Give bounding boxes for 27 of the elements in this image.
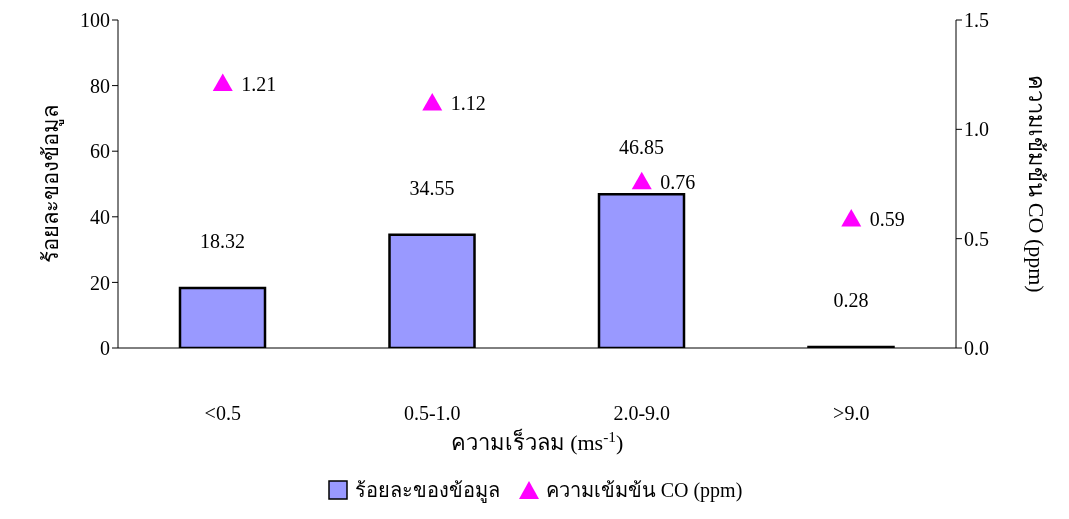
legend-label: ความเข้มข้น CO (ppm) <box>545 478 743 504</box>
data-label: 0.76 <box>660 170 696 193</box>
data-label: 46.85 <box>619 136 664 159</box>
data-label: 0.59 <box>869 208 905 231</box>
y-tick-label: 40 <box>90 205 110 228</box>
y-tick-label: 60 <box>90 140 110 163</box>
x-axis-title: ความเร็วลม (ms$^{-1}$) <box>450 427 624 455</box>
data-label: 18.32 <box>200 229 245 252</box>
data-label: 1.21 <box>241 72 277 95</box>
data-label: 0.28 <box>833 289 869 312</box>
y-tick-label: 0 <box>100 337 110 360</box>
x-tick-label: <0.5 <box>204 402 241 425</box>
x-tick-label: 2.0-9.0 <box>613 402 671 425</box>
y-axis-title: ร้อยละของข้อมูล <box>38 105 64 263</box>
y-tick-label: 20 <box>90 271 110 294</box>
y-tick-label: 80 <box>90 74 110 97</box>
legend-label: ร้อยละของข้อมูล <box>354 478 500 505</box>
y2-tick-label: 0.5 <box>964 227 989 250</box>
y2-axis-title: ความเข้มข้น CO (ppm) <box>1024 75 1049 293</box>
data-label: 34.55 <box>409 176 455 199</box>
y-tick-label: 100 <box>80 9 110 32</box>
y2-tick-label: 1.5 <box>964 9 989 32</box>
data-label: 1.12 <box>450 92 486 115</box>
y2-tick-label: 0.0 <box>964 337 989 360</box>
x-tick-label: >9.0 <box>833 402 870 425</box>
x-tick-label: 0.5-1.0 <box>403 402 461 425</box>
y2-tick-label: 1.0 <box>964 118 989 141</box>
